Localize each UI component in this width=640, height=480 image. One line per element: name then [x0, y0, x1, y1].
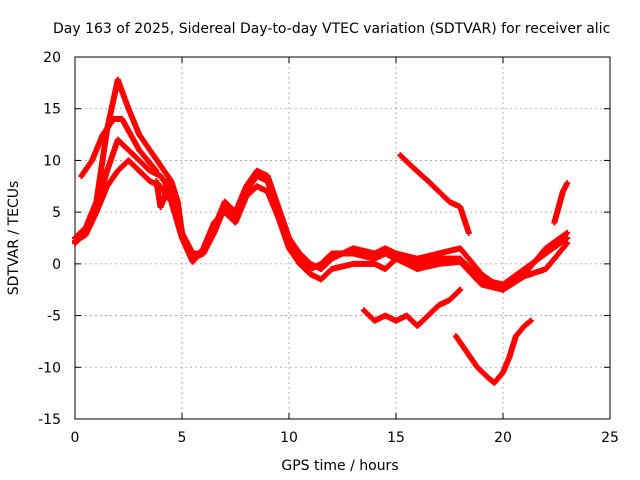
x-tick-label: 20 [494, 430, 512, 446]
data-point [527, 317, 534, 324]
y-tick-label: -15 [38, 412, 61, 428]
series-afternoon-decline [397, 152, 472, 236]
data-point [564, 240, 571, 247]
series-negative-segment [360, 286, 464, 329]
y-tick-label: 10 [43, 153, 61, 169]
chart-title: Day 163 of 2025, Sidereal Day-to-day VTE… [53, 21, 610, 37]
data-point [457, 286, 464, 293]
x-axis-ticks: 0 5 10 15 20 25 [71, 57, 619, 446]
series-trough-segment [452, 317, 534, 386]
data-point [164, 178, 171, 185]
y-tick-label: 20 [43, 50, 61, 66]
data-point [564, 229, 571, 236]
series-bump-trace [78, 116, 160, 179]
y-tick-label: 15 [43, 102, 61, 118]
x-tick-label: 0 [71, 430, 80, 446]
data-point [564, 180, 571, 187]
series-hour-4-drop [153, 178, 171, 210]
x-axis-label: GPS time / hours [281, 458, 398, 474]
y-axis-ticks: -15 -10 -5 0 5 10 15 20 [38, 50, 610, 428]
y-tick-label: 5 [52, 205, 61, 221]
series-late-rise [551, 180, 571, 226]
x-tick-label: 5 [178, 430, 187, 446]
grid-lines [75, 57, 610, 419]
data-series [72, 76, 571, 386]
data-point [153, 167, 160, 174]
y-tick-label: -10 [38, 360, 61, 376]
x-tick-label: 25 [601, 430, 619, 446]
data-point [564, 235, 571, 241]
x-tick-label: 10 [280, 430, 298, 446]
y-tick-label: 0 [52, 257, 61, 273]
y-axis-label: SDTVAR / TECUs [6, 181, 22, 296]
plot-frame [74, 56, 611, 420]
axes [74, 56, 611, 420]
data-point [465, 229, 472, 236]
y-tick-label: -5 [47, 309, 61, 325]
series-lower-trace [72, 157, 571, 293]
x-tick-label: 15 [387, 430, 405, 446]
